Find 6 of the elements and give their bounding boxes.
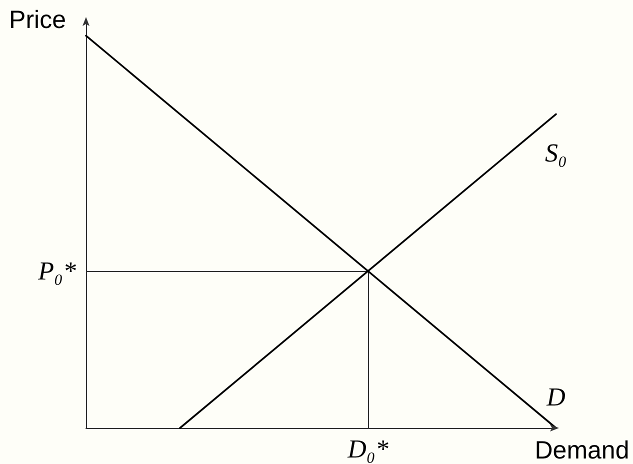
series-label: D — [546, 382, 566, 412]
y-axis-title: Price — [9, 6, 66, 34]
series-label: S₀ — [544, 138, 568, 168]
text: D₀* — [348, 434, 388, 464]
x-axis-title: Demand — [534, 436, 630, 464]
ref-line-label: P₀* — [37, 256, 76, 286]
